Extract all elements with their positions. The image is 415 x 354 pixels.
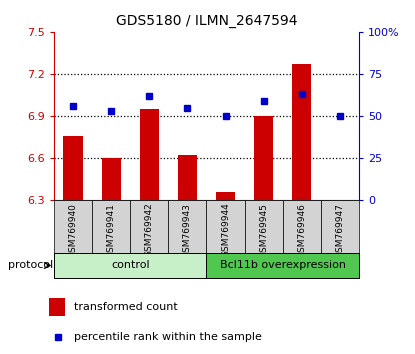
FancyBboxPatch shape — [207, 253, 359, 278]
FancyBboxPatch shape — [54, 253, 207, 278]
FancyBboxPatch shape — [283, 200, 321, 253]
Text: GSM769943: GSM769943 — [183, 202, 192, 258]
Text: GSM769940: GSM769940 — [68, 202, 78, 258]
Text: Bcl11b overexpression: Bcl11b overexpression — [220, 261, 346, 270]
Bar — [178, 155, 197, 200]
Bar — [292, 64, 311, 200]
Bar — [140, 109, 159, 200]
Text: GSM769946: GSM769946 — [297, 202, 306, 258]
Text: control: control — [111, 261, 149, 270]
FancyBboxPatch shape — [168, 200, 207, 253]
Text: GSM769944: GSM769944 — [221, 202, 230, 257]
Text: percentile rank within the sample: percentile rank within the sample — [74, 332, 262, 342]
Bar — [102, 158, 121, 200]
Bar — [49, 297, 65, 315]
FancyBboxPatch shape — [54, 200, 92, 253]
Text: GSM769947: GSM769947 — [335, 202, 344, 258]
FancyBboxPatch shape — [321, 200, 359, 253]
Bar — [63, 136, 83, 200]
FancyBboxPatch shape — [207, 200, 244, 253]
Text: protocol: protocol — [8, 261, 54, 270]
Text: GSM769942: GSM769942 — [145, 202, 154, 257]
Bar — [254, 116, 273, 200]
Text: GSM769941: GSM769941 — [107, 202, 116, 258]
FancyBboxPatch shape — [92, 200, 130, 253]
FancyBboxPatch shape — [244, 200, 283, 253]
Text: GSM769945: GSM769945 — [259, 202, 268, 258]
FancyBboxPatch shape — [130, 200, 168, 253]
Title: GDS5180 / ILMN_2647594: GDS5180 / ILMN_2647594 — [116, 14, 297, 28]
Bar — [216, 192, 235, 200]
Text: transformed count: transformed count — [74, 302, 178, 312]
